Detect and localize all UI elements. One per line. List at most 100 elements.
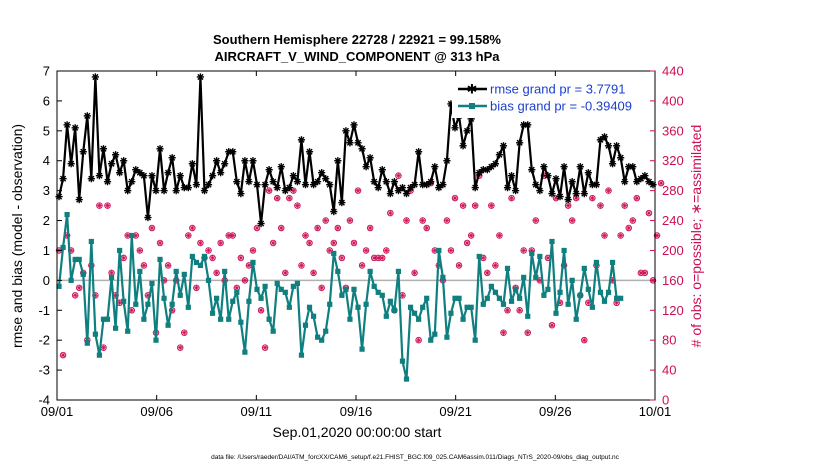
bias-point: [125, 328, 131, 334]
rmse-point: [524, 121, 532, 129]
rmse-point: [544, 172, 552, 180]
rmse-point: [277, 163, 285, 171]
rmse-point: [560, 163, 568, 171]
rmse-point: [200, 187, 209, 195]
rmse-point: [140, 172, 148, 180]
rmse-point: [63, 121, 71, 129]
x-tick-label: 09/06: [140, 404, 173, 419]
obs-assimilated-marker: [72, 292, 78, 298]
bias-point: [581, 265, 587, 271]
obs-assimilated-marker: [622, 203, 628, 208]
bias-point: [411, 310, 418, 316]
bias-point: [468, 304, 474, 310]
bias-point: [246, 298, 252, 304]
obs-assimilated-marker: [517, 307, 523, 313]
rmse-point: [59, 175, 67, 183]
obs-possible-marker: [447, 247, 455, 254]
rmse-point: [552, 175, 560, 183]
obs-assimilated-marker: [533, 218, 539, 223]
obs-assimilated-marker: [497, 233, 502, 238]
bias-point: [234, 289, 240, 295]
bias-point: [222, 268, 228, 274]
y-tick-label: 4: [43, 153, 50, 168]
bias-point: [480, 301, 486, 307]
y2-tick-label: 200: [662, 243, 684, 258]
obs-assimilated-marker: [323, 218, 329, 223]
bias-point: [254, 286, 260, 292]
obs-possible-marker: [310, 269, 317, 277]
obs-possible-marker: [504, 307, 511, 314]
rmse-point: [273, 184, 281, 192]
obs-possible-marker: [136, 247, 144, 254]
obs-possible-marker: [366, 224, 374, 232]
bias-point: [541, 292, 547, 298]
obs-assimilated-marker: [331, 240, 337, 246]
bias-point: [117, 247, 123, 254]
rmse-point: [330, 207, 338, 216]
bias-point: [60, 244, 66, 251]
obs-assimilated-marker: [367, 225, 373, 231]
obs-possible-marker: [597, 202, 604, 209]
bias-point: [209, 310, 216, 316]
obs-assimilated-marker: [606, 188, 611, 194]
bias-point: [262, 283, 268, 289]
x-tick-label: 09/01: [41, 404, 74, 419]
obs-assimilated-marker: [319, 285, 325, 291]
rmse-point: [309, 181, 318, 189]
obs-assimilated-marker: [589, 195, 595, 201]
bias-point: [173, 268, 179, 274]
obs-assimilated-marker: [299, 263, 304, 268]
rmse-point: [83, 112, 91, 120]
obs-assimilated-marker: [484, 270, 490, 276]
bias-point: [351, 286, 357, 292]
rmse-point: [241, 157, 249, 165]
y-tick-label: 5: [43, 123, 50, 138]
rmse-point: [346, 139, 354, 147]
obs-assimilated-marker: [303, 233, 308, 238]
rmse-point: [354, 139, 362, 147]
bias-point: [416, 316, 422, 322]
rmse-point: [487, 163, 495, 171]
y2-tick-label: 240: [662, 213, 684, 228]
bias-point: [64, 211, 70, 218]
rmse-point: [164, 169, 172, 177]
rmse-point: [136, 169, 144, 177]
obs-assimilated-marker: [335, 225, 341, 231]
obs-possible-marker: [96, 202, 103, 209]
rmse-point: [318, 169, 326, 177]
obs-assimilated-marker: [242, 277, 248, 283]
bias-point: [387, 298, 393, 304]
bias-point: [343, 286, 349, 292]
obs-assimilated-marker: [109, 270, 114, 276]
legend-box: [452, 80, 650, 118]
bias-point: [274, 280, 280, 286]
rmse-point: [398, 184, 407, 192]
bias-point: [327, 301, 333, 307]
rmse-point: [305, 148, 314, 156]
y-tick-label: -1: [38, 303, 50, 318]
bias-point: [428, 337, 434, 343]
obs-assimilated-marker: [218, 240, 224, 246]
obs-possible-marker: [605, 187, 612, 194]
y-tick-label: 0: [43, 273, 50, 288]
obs-assimilated-marker: [379, 255, 385, 261]
obs-possible-marker: [253, 224, 261, 232]
obs-possible-marker: [621, 202, 628, 209]
obs-possible-marker: [92, 292, 99, 299]
y-axis-right: 0 40 80 120 160 200 240 280 320 360 400 440: [650, 64, 684, 408]
obs-possible-marker: [383, 247, 390, 254]
rmse-point: [75, 196, 83, 204]
bias-point: [379, 292, 385, 298]
rmse-point: [443, 157, 451, 165]
legend-bias-marker: [469, 103, 475, 109]
rmse-point: [394, 187, 403, 195]
obs-possible-marker: [633, 194, 641, 202]
bias-point: [165, 322, 171, 328]
rmse-point: [491, 160, 499, 168]
obs-assimilated-marker: [658, 180, 664, 186]
x-tick-label: 09/26: [539, 404, 572, 419]
obs-assimilated-marker: [238, 255, 244, 261]
obs-possible-marker: [185, 232, 192, 239]
obs-assimilated-marker: [105, 203, 110, 208]
rmse-point: [548, 190, 556, 198]
